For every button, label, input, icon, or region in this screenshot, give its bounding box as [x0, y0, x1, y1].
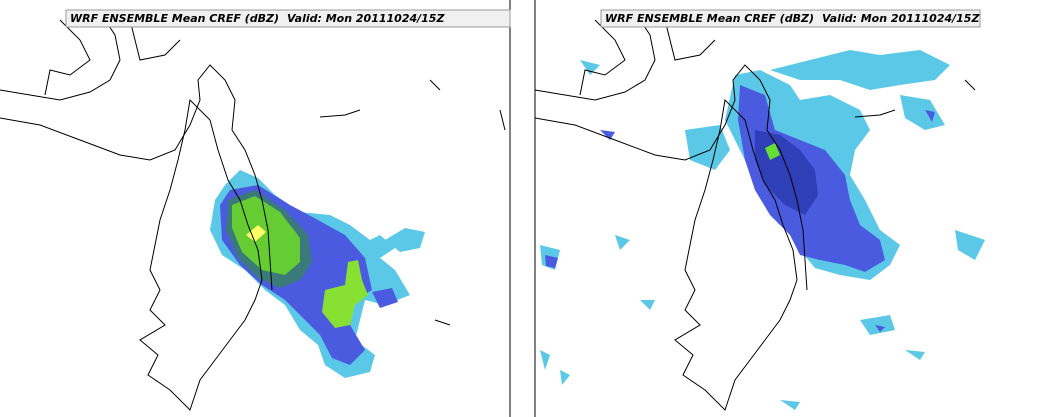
coastline — [674, 98, 798, 411]
right-panel: WRF ENSEMBLE Mean CREF (dBZ) Valid: Mon … — [534, 0, 985, 417]
map-title: WRF ENSEMBLE Mean CREF (dBZ) — [70, 12, 279, 25]
echo-lightgreen — [322, 260, 368, 328]
echo-cyan — [385, 228, 425, 252]
title-box — [65, 9, 511, 28]
coastline — [0, 19, 273, 291]
title-box — [600, 9, 981, 28]
echo-green — [232, 196, 300, 275]
coastline — [44, 19, 506, 326]
map-title: WRF ENSEMBLE Mean CREF (dBZ) — [605, 12, 814, 25]
coastline — [534, 19, 808, 291]
echo-blue — [372, 288, 398, 308]
reflectivity-right — [540, 50, 985, 410]
echo-green — [765, 143, 780, 160]
valid-time: Valid: Mon 20111024/15Z — [822, 12, 980, 25]
coastline — [139, 98, 263, 411]
valid-time: Valid: Mon 20111024/15Z — [287, 12, 445, 25]
coastline-right — [534, 19, 976, 411]
reflectivity-left — [210, 170, 425, 378]
echo-cyan — [770, 50, 950, 90]
left-panel: WRF ENSEMBLE Mean CREF (dBZ) Valid: Mon … — [0, 0, 511, 417]
echo-yellow — [246, 225, 266, 242]
echo-cyan — [540, 60, 985, 410]
coastline — [579, 19, 976, 118]
coastline-left — [0, 19, 506, 411]
